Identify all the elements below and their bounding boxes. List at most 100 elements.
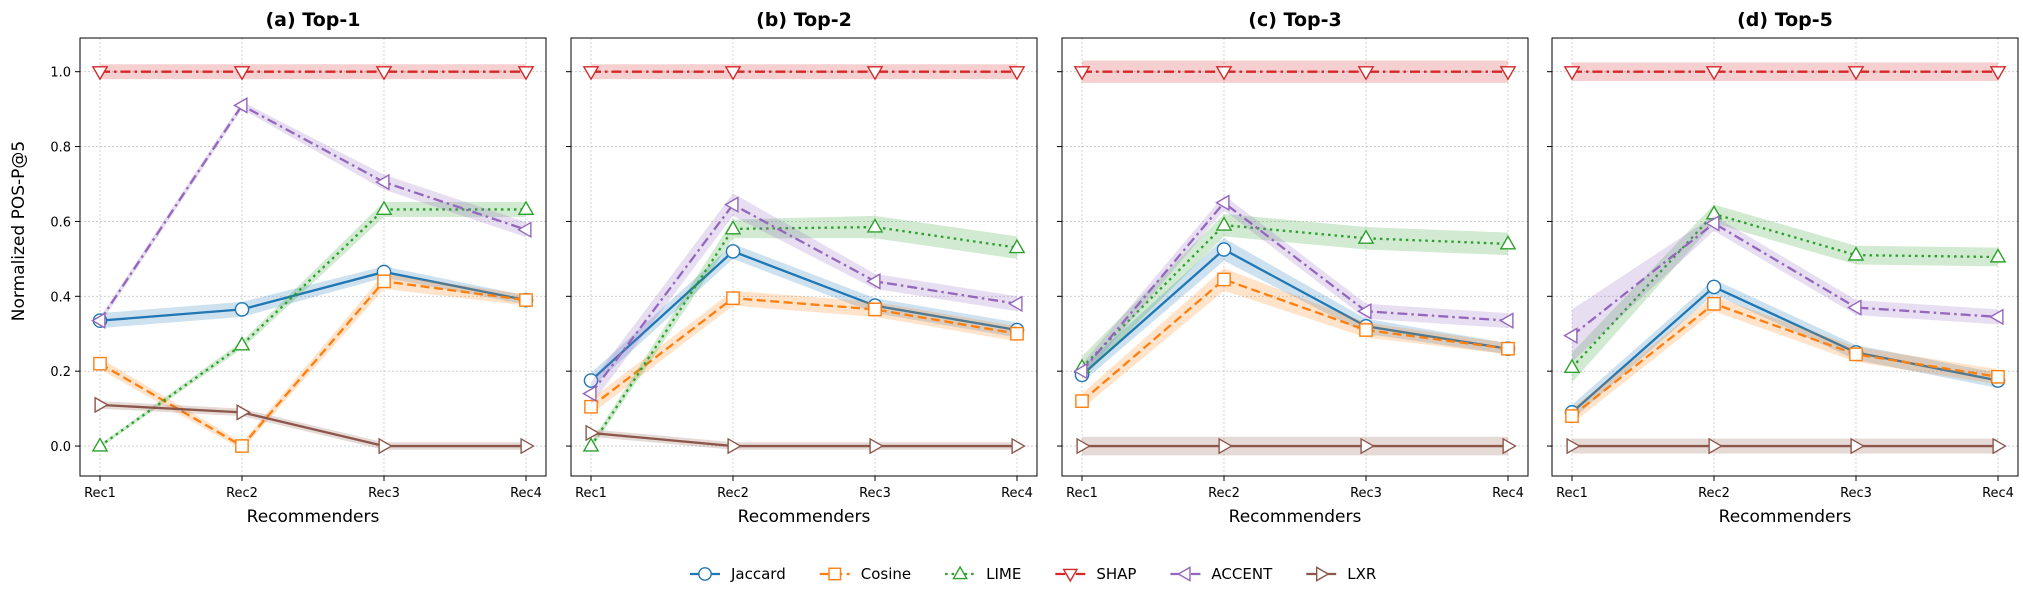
data-point [1215, 194, 1230, 212]
data-point [233, 336, 251, 351]
series-line [1571, 221, 1999, 337]
panel-title: (b) Top-2 [756, 9, 852, 31]
series-line [590, 225, 1018, 447]
data-point [234, 302, 250, 317]
data-point [1847, 246, 1865, 261]
data-point [1847, 299, 1862, 316]
data-point [93, 356, 107, 371]
legend-item-accent: ACCENT [1170, 565, 1273, 583]
series-shap [582, 64, 1026, 81]
series-cosine [1075, 268, 1515, 409]
legend-item-jaccard: Jaccard [690, 565, 786, 583]
x-tick-label: Rec2 [226, 486, 258, 501]
data-point [1215, 216, 1233, 231]
series-shap [1073, 60, 1517, 83]
data-point [233, 66, 251, 81]
data-point [868, 302, 882, 317]
series-line [590, 203, 1018, 395]
x-tick-label: Rec3 [1350, 486, 1382, 501]
y-tick-label: 1.0 [50, 66, 71, 81]
data-point [1989, 248, 2007, 263]
data-point [520, 437, 535, 455]
series-lime [582, 215, 1026, 452]
x-tick-label: Rec4 [1001, 486, 1033, 501]
x-tick-label: Rec1 [575, 486, 607, 501]
series-line [590, 250, 1018, 382]
data-point [1706, 279, 1722, 295]
legend-label: Jaccard [730, 565, 786, 583]
y-tick-label: 0.4 [50, 290, 71, 305]
plot-frame [1061, 37, 1529, 477]
series-line [1571, 285, 1999, 414]
series-accent [1073, 194, 1514, 380]
data-point [94, 396, 109, 414]
x-tick-label: Rec1 [84, 486, 116, 501]
confidence-band [100, 273, 526, 450]
x-axis-label: Recommenders [247, 507, 380, 527]
series-lxr [1076, 436, 1517, 456]
data-point [91, 66, 109, 81]
legend-marker [952, 565, 968, 580]
data-point [91, 437, 109, 452]
data-point [236, 404, 251, 421]
data-point [1502, 437, 1517, 455]
data-point [519, 293, 533, 307]
data-point [1360, 437, 1375, 455]
legend-marker [698, 567, 712, 581]
confidence-band [1082, 195, 1508, 379]
x-tick-label: Rec4 [1492, 486, 1524, 501]
data-point [725, 244, 741, 259]
data-point [1849, 347, 1863, 362]
data-point [233, 97, 248, 114]
data-point [517, 66, 535, 81]
data-point [1992, 437, 2007, 455]
x-tick-label: Rec4 [1982, 486, 2014, 501]
series-line [1571, 212, 1999, 369]
legend-label: ACCENT [1211, 565, 1273, 583]
data-point [582, 66, 600, 81]
legend-item-shap: SHAP [1055, 565, 1136, 583]
x-tick-label: Rec3 [1840, 486, 1872, 501]
x-tick-label: Rec2 [1698, 486, 1730, 501]
data-point [1705, 66, 1723, 81]
legend-item-lime: LIME [945, 565, 1021, 583]
confidence-band [100, 101, 526, 325]
legend-marker [828, 567, 842, 581]
chart-panel: (b) Top-2 Rec1 Rec2 Rec3 Rec4 Recommenders [566, 9, 1038, 527]
data-point [724, 66, 742, 81]
x-tick-label: Rec4 [510, 486, 542, 501]
data-point [1216, 242, 1232, 257]
confidence-band [1572, 296, 1998, 424]
series-cosine [584, 290, 1024, 415]
series-line [99, 103, 527, 322]
data-point [1076, 437, 1091, 455]
series-lime [1563, 204, 2007, 383]
series-lxr [1566, 437, 2007, 455]
chart-panel: (a) Top-1 0.0 0.2 0.4 0.6 0.8 1.0 Rec1 Rec2 Rec3 R… [50, 9, 547, 527]
legend-item-lxr: LXR [1306, 565, 1376, 583]
confidence-band [591, 429, 1017, 450]
panel-title: (c) Top-3 [1248, 9, 1341, 31]
x-tick-label: Rec2 [1208, 486, 1240, 501]
data-point [1073, 362, 1088, 380]
series-line [99, 280, 527, 448]
data-point [866, 218, 884, 233]
data-point [582, 437, 600, 452]
data-point [582, 385, 597, 402]
data-point [375, 173, 390, 191]
data-point [583, 373, 599, 388]
data-point [375, 66, 393, 81]
legend-marker [1062, 568, 1079, 583]
y-axis-label: Normalized POS-P@5 [9, 141, 29, 321]
series-shap [1563, 62, 2007, 82]
plot-frame [1551, 37, 2019, 477]
series-cosine [1565, 296, 2005, 424]
series-lime [91, 200, 535, 452]
data-point [375, 200, 393, 216]
chart-panel: (d) Top-5 Rec1 Rec2 Rec3 Rec4 Recommenders [1547, 9, 2019, 527]
data-point [1357, 302, 1372, 320]
data-point [1008, 238, 1026, 254]
data-point [1563, 66, 1581, 81]
series-line [590, 296, 1018, 408]
data-point [1008, 295, 1023, 313]
